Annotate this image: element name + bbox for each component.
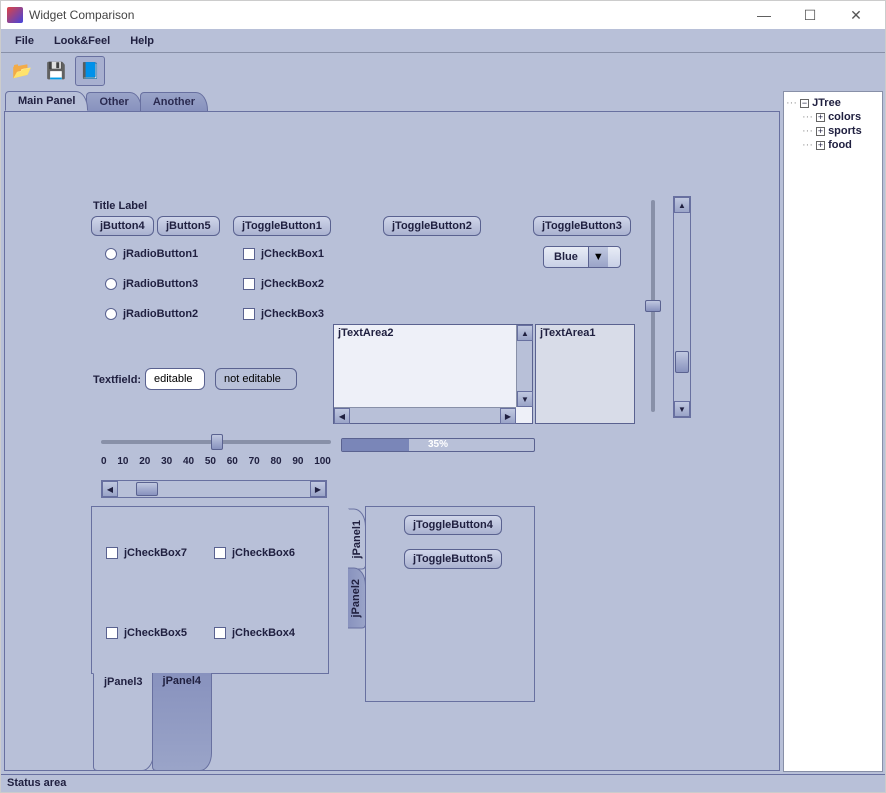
titlebar: Widget Comparison — ☐ ✕ xyxy=(1,1,885,29)
save-icon[interactable]: 💾 xyxy=(41,56,71,86)
maximize-button[interactable]: ☐ xyxy=(787,1,833,29)
jradiobutton1[interactable]: jRadioButton1 xyxy=(105,248,198,260)
scrollbar-thumb[interactable] xyxy=(136,482,158,496)
scroll-right-icon[interactable]: ▶ xyxy=(310,481,326,497)
jtextarea1[interactable]: jTextArea1 xyxy=(536,325,634,423)
menu-lookandfeel[interactable]: Look&Feel xyxy=(44,32,120,50)
toolbar: 📂 💾 📘 xyxy=(1,53,885,89)
tab-other[interactable]: Other xyxy=(86,92,141,111)
textfield-noteditable-value: not editable xyxy=(224,373,281,385)
slider-ticks: 010 2030 4050 6070 8090 100 xyxy=(101,456,331,467)
jbutton4[interactable]: jButton4 xyxy=(91,216,154,236)
tab-jpanel2[interactable]: jPanel2 xyxy=(348,568,366,629)
close-button[interactable]: ✕ xyxy=(833,1,879,29)
tree-node-colors[interactable]: ··· +colors xyxy=(786,110,880,124)
scroll-up-icon[interactable]: ▲ xyxy=(517,325,533,341)
vertical-scrollbar[interactable]: ▲ ▼ xyxy=(673,196,691,418)
jradiobutton3[interactable]: jRadioButton3 xyxy=(105,278,198,290)
jpanel1-content: jToggleButton4 jToggleButton5 jPanel1 jP… xyxy=(365,506,535,702)
textfield-editable-value: editable xyxy=(154,373,193,385)
horizontal-slider[interactable]: 010 2030 4050 6070 8090 100 xyxy=(101,432,331,472)
jtogglebutton1[interactable]: jToggleButton1 xyxy=(233,216,331,236)
scroll-right-icon[interactable]: ▶ xyxy=(500,408,516,424)
scroll-down-icon[interactable]: ▼ xyxy=(517,391,533,407)
jcheckbox5[interactable]: jCheckBox5 xyxy=(106,627,187,639)
jradiobutton3-label: jRadioButton3 xyxy=(123,278,198,290)
color-combobox[interactable]: Blue ▼ xyxy=(543,246,621,268)
scroll-down-icon[interactable]: ▼ xyxy=(674,401,690,417)
vertical-slider-1[interactable] xyxy=(645,200,661,412)
tab-jpanel4[interactable]: jPanel4 xyxy=(152,673,213,771)
tab-another[interactable]: Another xyxy=(140,92,208,111)
tab-main-panel[interactable]: Main Panel xyxy=(5,91,88,111)
textarea2-hscroll[interactable]: ◀ ▶ xyxy=(334,407,516,423)
scroll-left-icon[interactable]: ◀ xyxy=(102,481,118,497)
progress-bar: 35% xyxy=(341,438,535,452)
jradiobutton2[interactable]: jRadioButton2 xyxy=(105,308,198,320)
jbutton5[interactable]: jButton5 xyxy=(157,216,220,236)
horizontal-scrollbar[interactable]: ◀ ▶ xyxy=(101,480,327,498)
jcheckbox4[interactable]: jCheckBox4 xyxy=(214,627,295,639)
jtogglebutton5[interactable]: jToggleButton5 xyxy=(404,549,502,569)
jradiobutton1-label: jRadioButton1 xyxy=(123,248,198,260)
chevron-down-icon: ▼ xyxy=(588,247,608,267)
app-icon xyxy=(7,7,23,23)
slider-thumb[interactable] xyxy=(645,300,661,312)
window-title: Widget Comparison xyxy=(29,8,741,22)
side-tabstrip: jPanel1 jPanel2 xyxy=(348,509,366,626)
open-icon[interactable]: 📂 xyxy=(7,56,37,86)
jcheckbox1[interactable]: jCheckBox1 xyxy=(243,248,324,260)
tab-jpanel3[interactable]: jPanel3 xyxy=(93,673,154,771)
app-window: Widget Comparison — ☐ ✕ File Look&Feel H… xyxy=(0,0,886,793)
menu-help[interactable]: Help xyxy=(120,32,164,50)
status-bar: Status area xyxy=(1,774,885,792)
bottom-tabstrip: jPanel3 jPanel4 xyxy=(93,673,210,771)
scrollbar-thumb[interactable] xyxy=(675,351,689,373)
tab-jpanel1[interactable]: jPanel1 xyxy=(348,509,366,570)
jpanel3-content: jCheckBox7 jCheckBox6 jCheckBox5 jCheckB… xyxy=(91,506,329,674)
jtextarea2[interactable]: jTextArea2 xyxy=(334,325,516,407)
menubar: File Look&Feel Help xyxy=(1,29,885,53)
jcheckbox2-label: jCheckBox2 xyxy=(261,278,324,290)
jtogglebutton3[interactable]: jToggleButton3 xyxy=(533,216,631,236)
jtextarea1-pane: jTextArea1 xyxy=(535,324,635,424)
jtogglebutton2[interactable]: jToggleButton2 xyxy=(383,216,481,236)
combobox-value: Blue xyxy=(544,251,588,263)
jtogglebutton4[interactable]: jToggleButton4 xyxy=(404,515,502,535)
menu-file[interactable]: File xyxy=(5,32,44,50)
tab-content-main: Title Label jButton4 jButton5 jToggleBut… xyxy=(4,111,780,771)
title-label: Title Label xyxy=(93,200,147,212)
jcheckbox6[interactable]: jCheckBox6 xyxy=(214,547,295,559)
textfield-not-editable: not editable xyxy=(215,368,297,390)
textfield-label: Textfield: xyxy=(93,374,141,386)
jradiobutton2-label: jRadioButton2 xyxy=(123,308,198,320)
minimize-button[interactable]: — xyxy=(741,1,787,29)
jcheckbox2[interactable]: jCheckBox2 xyxy=(243,278,324,290)
tree-root[interactable]: ··· −JTree xyxy=(786,96,880,110)
jcheckbox7[interactable]: jCheckBox7 xyxy=(106,547,187,559)
jcheckbox1-label: jCheckBox1 xyxy=(261,248,324,260)
slider-thumb[interactable] xyxy=(211,434,223,450)
jcheckbox3[interactable]: jCheckBox3 xyxy=(243,308,324,320)
main-column: Main Panel Other Another Title Label jBu… xyxy=(1,89,783,774)
jcheckbox3-label: jCheckBox3 xyxy=(261,308,324,320)
tree-panel: ··· −JTree ··· +colors ··· +sports ··· +… xyxy=(783,91,883,772)
book-icon[interactable]: 📘 xyxy=(75,56,105,86)
body: Main Panel Other Another Title Label jBu… xyxy=(1,89,885,774)
status-text: Status area xyxy=(7,777,66,789)
scroll-up-icon[interactable]: ▲ xyxy=(674,197,690,213)
jtextarea2-scrollpane: jTextArea2 ▲ ▼ ◀ ▶ xyxy=(333,324,533,424)
textfield-editable[interactable]: editable xyxy=(145,368,205,390)
scroll-left-icon[interactable]: ◀ xyxy=(334,408,350,424)
tabstrip: Main Panel Other Another xyxy=(5,91,206,111)
progress-label: 35% xyxy=(342,439,534,451)
tree-node-food[interactable]: ··· +food xyxy=(786,138,880,152)
textarea2-vscroll[interactable]: ▲ ▼ xyxy=(516,325,532,407)
tree-node-sports[interactable]: ··· +sports xyxy=(786,124,880,138)
